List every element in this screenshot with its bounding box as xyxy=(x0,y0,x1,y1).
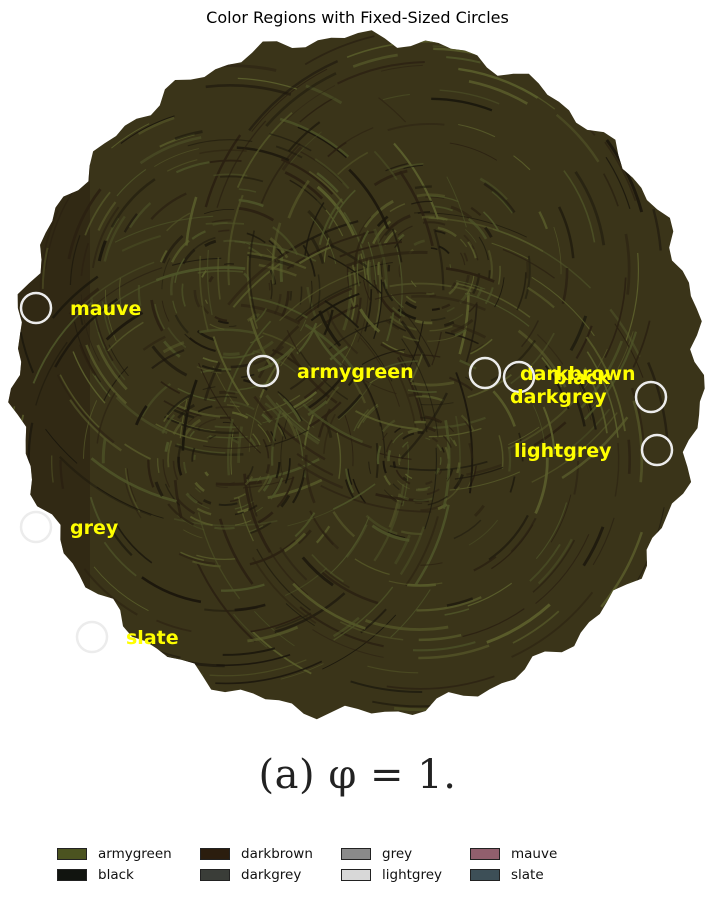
legend-swatch-darkbrown xyxy=(200,848,230,860)
legend-item-darkgrey: darkgrey xyxy=(200,867,301,883)
chart-title: Color Regions with Fixed-Sized Circles xyxy=(206,8,509,27)
legend-label-darkgrey: darkgrey xyxy=(241,867,302,883)
legend-item-black: black xyxy=(57,867,134,883)
marker-label-lightgrey: lightgrey xyxy=(514,440,612,462)
marker-label-mauve: mauve xyxy=(70,298,141,320)
marker-circle-slate xyxy=(75,620,109,654)
legend-item-grey: grey xyxy=(341,846,412,862)
legend-item-darkbrown: darkbrown xyxy=(200,846,313,862)
legend-label-armygreen: armygreen xyxy=(98,846,172,862)
legend-item-armygreen: armygreen xyxy=(57,846,172,862)
legend-label-darkbrown: darkbrown xyxy=(241,846,313,862)
legend-swatch-slate xyxy=(470,869,500,881)
marker-label-black: black xyxy=(553,367,610,389)
legend-label-black: black xyxy=(98,867,134,883)
legend-label-slate: slate xyxy=(511,867,544,883)
marker-label-darkgrey: darkgrey xyxy=(510,386,607,408)
marker-circle-mauve xyxy=(19,291,53,325)
legend-swatch-lightgrey xyxy=(341,869,371,881)
marker-label-darkbrown: darkbrown xyxy=(520,363,636,385)
marker-circle-darkbrown xyxy=(468,356,502,390)
marker-circle-armygreen xyxy=(246,354,280,388)
legend-item-slate: slate xyxy=(470,867,544,883)
marker-circle-darkgrey xyxy=(634,380,668,414)
legend-swatch-darkgrey xyxy=(200,869,230,881)
marker-circle-grey xyxy=(19,510,53,544)
legend-label-grey: grey xyxy=(382,846,413,862)
marker-label-grey: grey xyxy=(70,517,119,539)
legend-swatch-armygreen xyxy=(57,848,87,860)
marker-label-armygreen: armygreen xyxy=(297,361,414,383)
legend-swatch-grey xyxy=(341,848,371,860)
texture-image xyxy=(8,30,705,720)
legend-item-lightgrey: lightgrey xyxy=(341,867,442,883)
marker-circle-lightgrey xyxy=(640,433,674,467)
legend-label-mauve: mauve xyxy=(511,846,558,862)
marker-circle-black xyxy=(502,360,536,394)
legend-item-mauve: mauve xyxy=(470,846,557,862)
figure-caption: (a) φ = 1. xyxy=(258,752,457,798)
marker-label-slate: slate xyxy=(126,627,179,649)
legend-swatch-black xyxy=(57,869,87,881)
legend-swatch-mauve xyxy=(470,848,500,860)
legend-label-lightgrey: lightgrey xyxy=(382,867,443,883)
